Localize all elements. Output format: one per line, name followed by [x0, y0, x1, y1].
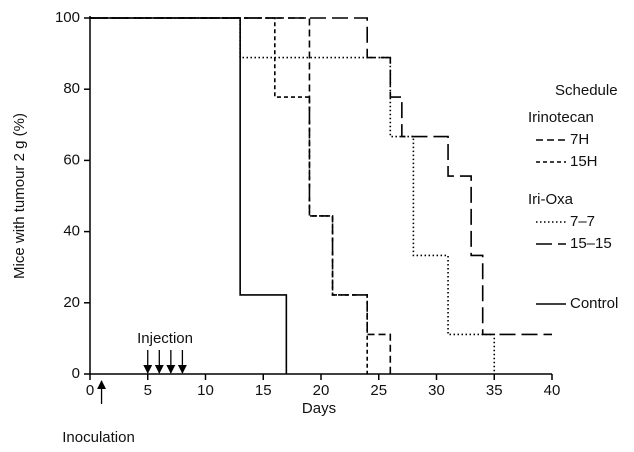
y-tick-label: 80 [63, 80, 80, 97]
y-tick-label: 100 [55, 9, 80, 26]
legend-label: Control [570, 295, 618, 312]
legend-label: 15H [570, 153, 598, 170]
x-tick-label: 25 [370, 382, 387, 399]
series-line [90, 17, 288, 374]
y-tick-label: 40 [63, 223, 80, 240]
legend-group: Iri-Oxa [528, 191, 574, 208]
legend-group: Irinotecan [528, 109, 594, 126]
x-tick-label: 0 [86, 382, 94, 399]
x-tick-label: 35 [486, 382, 503, 399]
x-axis-label: Days [302, 400, 336, 417]
legend-label: 7–7 [570, 213, 595, 230]
series-line [90, 17, 552, 336]
y-axis-label: Mice with tumour 2 g (%) [11, 113, 28, 279]
x-tick-label: 20 [313, 382, 330, 399]
y-tick-label: 60 [63, 151, 80, 168]
series-line [90, 17, 496, 374]
y-tick-label: 20 [63, 294, 80, 311]
legend-label: 15–15 [570, 235, 612, 252]
legend-title: Schedule [555, 82, 618, 99]
annotation: Injection [137, 330, 193, 347]
x-tick-label: 5 [144, 382, 152, 399]
y-tick-label: 0 [72, 365, 80, 382]
x-tick-label: 40 [544, 382, 561, 399]
annotation: Inoculation [62, 429, 135, 446]
series-line [90, 17, 368, 374]
x-tick-label: 30 [428, 382, 445, 399]
x-tick-label: 10 [197, 382, 214, 399]
legend-label: 7H [570, 131, 589, 148]
x-tick-label: 15 [255, 382, 272, 399]
